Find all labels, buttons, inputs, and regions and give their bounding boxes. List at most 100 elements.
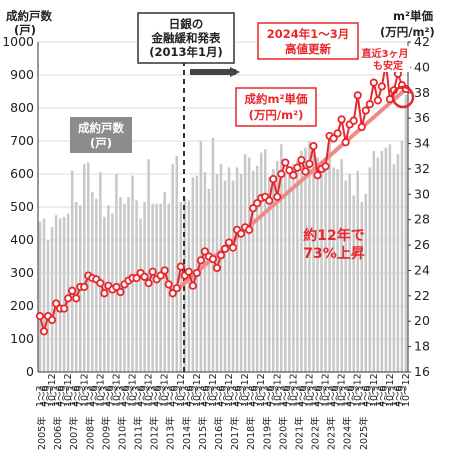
x-tick-year: 2019年 [261, 416, 273, 450]
x-tick-quarter: 4〜6 [216, 385, 227, 407]
left-tick-label: 900 [10, 67, 34, 82]
bar [336, 169, 339, 372]
price-point [297, 155, 306, 165]
x-tick-quarter: 10〜12 [160, 373, 171, 407]
x-tick-quarter: 1〜3 [357, 385, 368, 407]
left-tick-label: 800 [10, 100, 34, 115]
price-point [164, 280, 173, 289]
price-point [68, 286, 77, 295]
x-tick-quarter: 4〜6 [136, 385, 147, 407]
bar [344, 180, 347, 372]
price-point [100, 289, 109, 298]
x-tick-quarter: 1〜3 [148, 385, 159, 407]
x-tick-year: 2022年 [310, 416, 322, 450]
x-tick-quarter: 10〜12 [288, 373, 299, 407]
left-tick-label: 700 [10, 133, 34, 148]
bar [50, 226, 54, 372]
bar [46, 240, 50, 372]
bar [400, 141, 404, 372]
x-tick-year: 2013年 [165, 416, 177, 450]
bar [376, 157, 380, 372]
price-point [337, 115, 346, 124]
bar [38, 221, 42, 372]
x-tick-quarter: 10〜12 [240, 373, 251, 407]
units-label-line1: 成約戸数 [78, 121, 124, 135]
x-tick-quarter: 4〜6 [345, 385, 356, 407]
x-tick-quarter: 1〜3 [83, 385, 94, 407]
x-tick-quarter: 7〜9 [381, 385, 392, 407]
x-tick-quarter: 4〜6 [39, 385, 50, 407]
x-tick-quarter: 7〜9 [123, 385, 134, 407]
bar [95, 198, 98, 372]
right-axis-title: m²単価 [393, 9, 434, 23]
x-tick-year: 2008年 [84, 416, 96, 450]
x-tick-year: 2012年 [149, 416, 161, 450]
price-point [216, 251, 226, 260]
bar [300, 150, 303, 372]
x-tick-quarter: 7〜9 [91, 385, 102, 407]
x-tick-quarter: 10〜12 [176, 373, 187, 407]
price-point [64, 294, 73, 303]
bar [251, 170, 255, 372]
price-point [116, 287, 125, 297]
price-point [353, 91, 362, 100]
x-tick-quarter: 7〜9 [204, 385, 215, 407]
x-tick-quarter: 4〜6 [313, 385, 324, 407]
bar [368, 167, 372, 372]
x-tick-year: 2023年 [326, 416, 338, 450]
bar [143, 202, 146, 372]
right-tick-label: 16 [414, 364, 430, 379]
x-tick-quarter: 4〜6 [393, 385, 404, 407]
x-tick-quarter: 7〜9 [220, 385, 231, 407]
bar [288, 167, 291, 372]
left-axis-title: 成約戸数 [6, 9, 52, 23]
right-tick-label: 26 [414, 237, 430, 252]
price-point [277, 169, 286, 179]
bar [380, 150, 384, 372]
x-tick-quarter: 4〜6 [264, 385, 275, 407]
x-tick-quarter: 10〜12 [321, 373, 332, 407]
right-tick-label: 30 [414, 186, 430, 201]
bar [151, 203, 154, 372]
price-point [373, 96, 382, 105]
bar [243, 154, 247, 372]
bar [372, 150, 376, 372]
x-tick-quarter: 10〜12 [144, 373, 155, 407]
bar [70, 170, 74, 372]
price-point [269, 174, 278, 184]
bar [312, 154, 315, 372]
bar [308, 141, 311, 372]
price-point [309, 141, 318, 151]
bar [163, 192, 166, 372]
x-tick-quarter: 7〜9 [333, 385, 344, 407]
left-tick-label: 1000 [2, 34, 34, 49]
x-tick-quarter: 4〜6 [200, 385, 211, 407]
bar [247, 157, 251, 372]
bar [62, 216, 66, 372]
x-tick-quarter: 7〜9 [172, 385, 183, 407]
x-tick-quarter: 7〜9 [59, 385, 70, 407]
x-tick-quarter: 1〜3 [164, 385, 175, 407]
bar [131, 175, 134, 372]
bar [211, 137, 215, 372]
x-tick-quarter: 4〜6 [184, 385, 195, 407]
bar [231, 180, 235, 372]
x-tick-year: 2017年 [229, 416, 241, 450]
bar [259, 152, 263, 372]
x-tick-quarter: 7〜9 [188, 385, 199, 407]
bar [83, 164, 86, 372]
x-tick-quarter: 7〜9 [140, 385, 151, 407]
units-label-line2: (戸) [90, 136, 112, 150]
bar [115, 174, 118, 372]
bar [348, 174, 351, 372]
price-point [228, 243, 238, 252]
bar [58, 218, 62, 372]
x-tick-quarter: 10〜12 [401, 373, 412, 407]
x-tick-year: 2016年 [213, 416, 225, 450]
x-tick-quarter: 1〜3 [260, 385, 271, 407]
price-point [377, 82, 386, 91]
price-point [168, 289, 177, 298]
units-label-box [70, 117, 132, 153]
bar [223, 180, 227, 372]
price-point [156, 271, 165, 280]
